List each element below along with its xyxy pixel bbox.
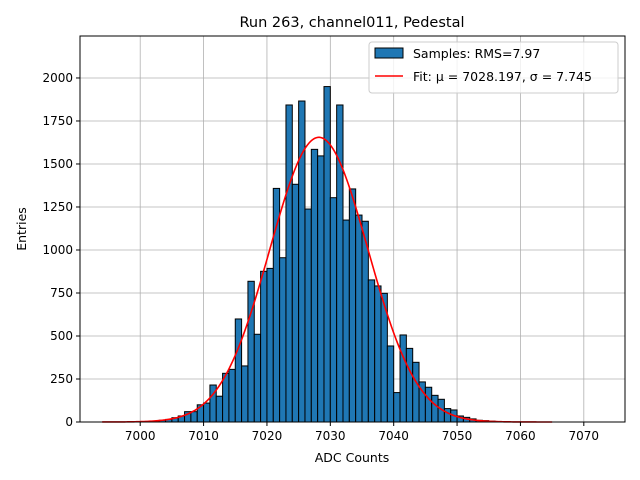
y-tick-label: 1500 [42, 157, 73, 171]
y-tick-label: 1000 [42, 243, 73, 257]
histogram-bar [393, 392, 401, 423]
histogram-bar [424, 386, 433, 423]
x-axis-label: ADC Counts [315, 450, 390, 465]
fit-curve [102, 136, 553, 423]
histogram-bar [405, 347, 414, 423]
y-axis-ticks: 0 250 500 750 1000 1250 1500 1750 2000 [42, 71, 80, 429]
histogram-bar [374, 285, 382, 423]
histogram-bar [348, 188, 357, 423]
histogram-bar [190, 411, 198, 423]
y-axis-label: Entries [14, 207, 29, 251]
histogram-bar [291, 183, 300, 423]
x-tick-label: 7030 [315, 429, 346, 443]
histogram-bar [241, 365, 249, 423]
y-tick-label: 500 [50, 329, 73, 343]
legend-box [368, 41, 619, 94]
y-tick-label: 1250 [42, 200, 73, 214]
histogram-bar [310, 148, 319, 423]
y-tick-label: 2000 [42, 71, 73, 85]
histogram-bar [443, 408, 452, 423]
histogram-bar [317, 155, 325, 423]
plot-frame [79, 35, 626, 423]
histogram-bar [203, 402, 211, 423]
histogram-bar [234, 318, 243, 423]
histogram-bar [355, 214, 363, 423]
histogram-bar [342, 219, 350, 423]
histogram-bars [146, 86, 502, 423]
legend: Samples: RMS=7.97 Fit: μ = 7028.197, σ =… [368, 41, 619, 94]
histogram-bar [304, 208, 312, 423]
histogram-bar [228, 368, 236, 423]
histogram-bar [285, 104, 293, 423]
x-tick-label: 7070 [569, 429, 600, 443]
y-tick-label: 1750 [42, 114, 73, 128]
y-tick-label: 750 [50, 286, 73, 300]
y-tick-label: 0 [65, 415, 73, 429]
x-tick-label: 7050 [442, 429, 473, 443]
legend-label-samples: Samples: RMS=7.97 [413, 46, 540, 61]
x-tick-label: 7040 [378, 429, 409, 443]
histogram-bar [260, 270, 268, 423]
y-tick-label: 250 [50, 372, 73, 386]
histogram-bar [222, 372, 230, 423]
histogram-bar [279, 257, 287, 423]
histogram-bar [266, 267, 274, 423]
x-tick-label: 7000 [125, 429, 156, 443]
histogram-bar [215, 395, 224, 423]
histogram-bar [329, 197, 338, 423]
histogram-bar [412, 361, 420, 423]
legend-label-fit: Fit: μ = 7028.197, σ = 7.745 [413, 69, 592, 84]
x-tick-label: 7020 [252, 429, 283, 443]
histogram-bar [323, 86, 331, 423]
histogram-bar [386, 345, 395, 423]
legend-swatch-samples [374, 47, 404, 59]
histogram-bar [247, 280, 255, 423]
histogram-bar [336, 104, 344, 423]
x-axis-ticks: 7000 7010 7020 7030 7040 7050 7060 7070 [125, 422, 599, 443]
histogram-bar [367, 279, 376, 423]
histogram-bar [399, 334, 407, 423]
histogram-bar [253, 333, 262, 423]
x-tick-label: 7060 [505, 429, 536, 443]
x-tick-label: 7010 [188, 429, 219, 443]
histogram-bar [361, 220, 369, 423]
chart-title: Run 263, channel011, Pedestal [239, 15, 464, 31]
histogram-bar [431, 394, 439, 423]
